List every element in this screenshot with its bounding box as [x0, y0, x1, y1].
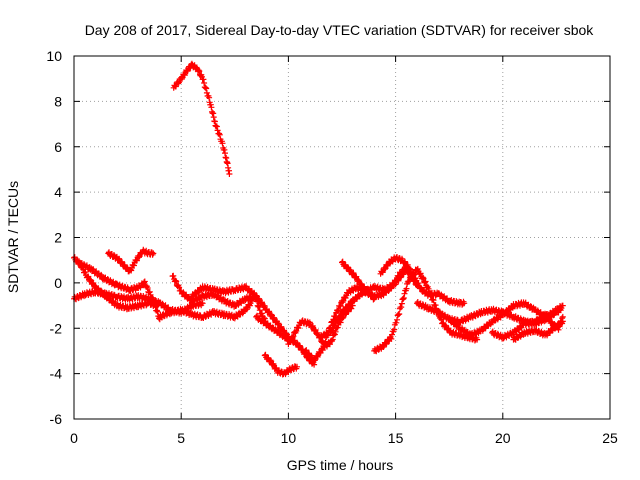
x-tick-label: 20 [495, 430, 511, 446]
point-markers [170, 60, 233, 177]
series-track-o [377, 254, 468, 308]
y-tick-label: 10 [46, 48, 62, 64]
series-track-early-high [170, 60, 233, 177]
data-points [71, 60, 566, 378]
grid-lines [74, 56, 610, 419]
series-track-e [169, 272, 292, 341]
series-track-q [446, 299, 566, 340]
point-markers [510, 318, 566, 343]
tick-labels: 0 5 10 15 20 25 -6 -4 -2 0 2 4 6 8 10 [46, 48, 618, 446]
point-markers [489, 310, 566, 342]
y-tick-label: -2 [50, 320, 63, 336]
point-markers [446, 299, 566, 340]
y-tick-label: -4 [50, 366, 63, 382]
series-track-m [339, 258, 378, 303]
y-tick-label: -6 [50, 411, 63, 427]
plot-frame [73, 55, 611, 420]
x-tick-label: 0 [70, 430, 78, 446]
point-markers [75, 258, 163, 323]
point-markers [339, 258, 378, 303]
point-markers [188, 283, 270, 327]
x-tick-label: 5 [177, 430, 185, 446]
point-markers [105, 246, 157, 275]
y-tick-label: 0 [54, 275, 62, 291]
point-markers [317, 265, 420, 341]
point-markers [169, 272, 292, 341]
series-track-d [105, 246, 157, 275]
series-track-l [317, 265, 420, 341]
series-track-g [188, 283, 270, 327]
x-axis-label: GPS time / hours [287, 457, 394, 473]
x-tick-label: 25 [602, 430, 618, 446]
point-markers [261, 351, 300, 378]
y-tick-label: 2 [54, 230, 62, 246]
series-track-f [156, 297, 255, 322]
point-markers [377, 254, 468, 308]
series-track-s [510, 318, 566, 343]
series-track-i [261, 351, 300, 378]
series-track-c [75, 258, 163, 323]
x-tick-label: 10 [281, 430, 297, 446]
series-track-r [489, 310, 566, 342]
y-tick-label: 6 [54, 139, 62, 155]
y-tick-label: 4 [54, 184, 62, 200]
x-tick-label: 15 [388, 430, 404, 446]
y-axis-label: SDTVAR / TECUs [5, 181, 21, 293]
y-tick-label: 8 [54, 93, 62, 109]
chart-title: Day 208 of 2017, Sidereal Day-to-day VTE… [85, 22, 595, 38]
point-markers [156, 297, 255, 322]
